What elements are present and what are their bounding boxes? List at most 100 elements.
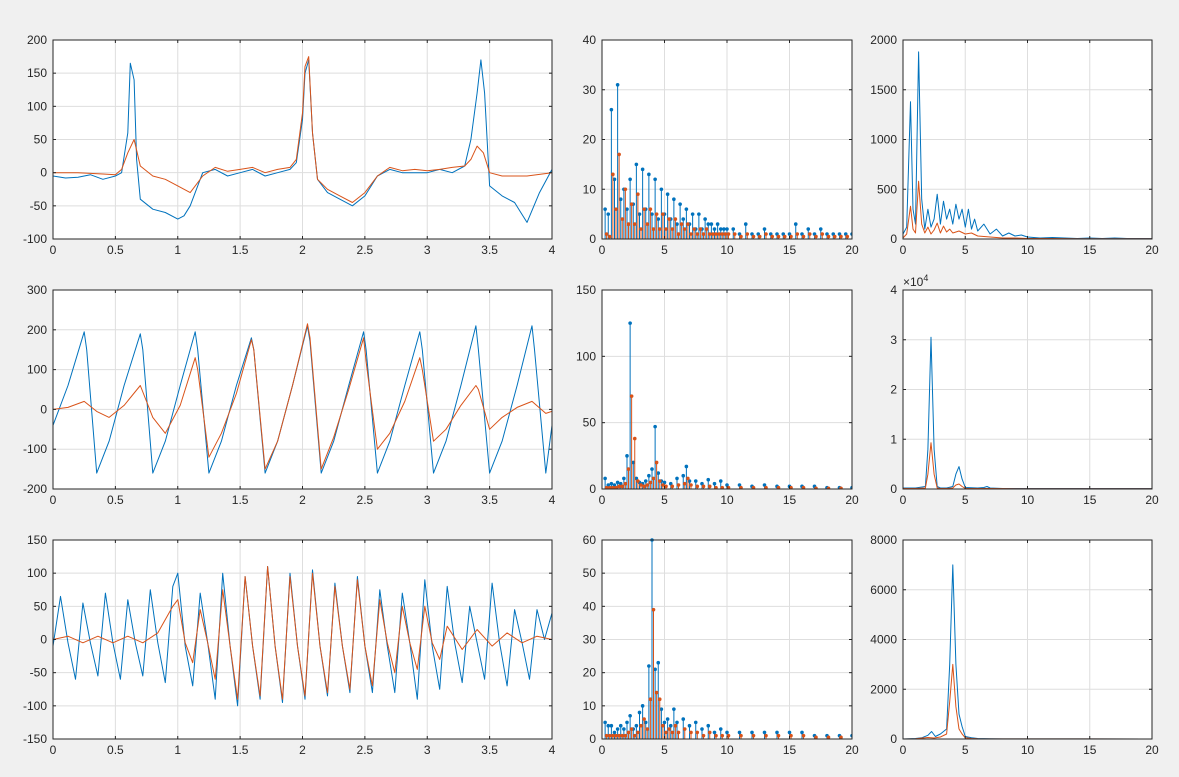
stem-marker <box>648 480 653 485</box>
stem-marker <box>631 460 636 465</box>
x-tick-label: 15 <box>1083 743 1097 757</box>
stem-marker <box>642 484 646 489</box>
stem-marker <box>637 212 642 216</box>
grid <box>903 40 1152 239</box>
y-tick-label: -200 <box>23 482 47 496</box>
stem-marker <box>645 222 650 226</box>
stem-marker <box>681 473 686 478</box>
series-2 <box>604 152 852 239</box>
stem-marker <box>636 730 640 735</box>
stem-marker <box>629 394 634 398</box>
stem-marker <box>651 227 656 231</box>
stem-marker <box>701 484 706 489</box>
x-tick-label: 20 <box>845 743 859 757</box>
stem-marker <box>776 485 781 489</box>
ticks: 0 5 10 15 20 0 500 1000 1500 2000 <box>870 33 1159 257</box>
stem-marker <box>667 727 671 731</box>
grid <box>602 40 852 239</box>
stem-marker <box>618 723 623 728</box>
stem-marker <box>620 733 625 738</box>
x-tick-label: 0.5 <box>107 743 124 757</box>
stem-marker <box>668 723 673 728</box>
stem-marker <box>839 486 843 489</box>
subplot-r2c1: 0 0.5 1 1.5 2 2.5 3 3.5 4 -200 -100 0 100 200 300 <box>23 283 556 507</box>
series-line <box>53 566 552 700</box>
stem-marker <box>604 485 609 489</box>
data-layer <box>603 538 852 739</box>
x-tick-label: 4 <box>549 243 556 257</box>
x-tick-label: 3 <box>424 243 431 257</box>
stem-marker <box>639 723 643 728</box>
stem-marker <box>634 723 639 728</box>
stem-marker <box>651 476 656 481</box>
ticks: 0 5 10 15 20 0 1 2 3 4 <box>890 283 1159 507</box>
stem-marker <box>672 707 676 711</box>
x-tick-label: 15 <box>1083 493 1097 507</box>
stem-marker <box>632 222 637 226</box>
stem-marker <box>751 733 756 738</box>
x-tick-label: 1 <box>174 243 181 257</box>
stem-marker <box>659 707 664 711</box>
stem-marker <box>789 733 793 738</box>
stem-marker <box>617 152 621 157</box>
stem-marker <box>642 207 646 211</box>
stem-marker <box>639 483 643 487</box>
stem-marker <box>662 720 667 725</box>
x-tick-label: 2 <box>299 493 306 507</box>
x-tick-label: 3 <box>424 493 431 507</box>
subplot-r2c2: 0 5 10 15 20 0 50 100 150 <box>576 283 859 507</box>
y-tick-label: 200 <box>27 323 47 337</box>
y-tick-label: 150 <box>27 66 47 80</box>
stem-marker <box>672 197 676 201</box>
stem-marker <box>626 467 631 471</box>
stem-marker <box>670 484 675 489</box>
data-layer <box>53 56 552 223</box>
stem-marker <box>800 730 804 735</box>
series-line <box>53 323 552 470</box>
y-tick-label: 30 <box>583 83 597 97</box>
stem-marker <box>665 717 670 721</box>
y-tick-label: 150 <box>27 533 47 547</box>
x-tick-label: 1.5 <box>232 243 249 257</box>
stem-marker <box>789 234 793 239</box>
x-tick-label: 10 <box>720 243 734 257</box>
y-tick-label: 0 <box>589 232 596 246</box>
stem-marker <box>698 227 703 231</box>
stem-marker <box>622 727 626 731</box>
y-tick-label: 100 <box>27 566 47 580</box>
stem-marker <box>826 735 831 739</box>
stem-marker <box>611 172 615 177</box>
stem-marker <box>707 232 712 236</box>
stem-marker <box>703 217 707 221</box>
stem-marker <box>682 481 687 486</box>
stem-marker <box>648 207 653 211</box>
stem-marker <box>681 217 686 221</box>
stem-marker <box>714 733 718 738</box>
stem-marker <box>689 232 693 236</box>
data-layer <box>603 82 852 239</box>
stem-marker <box>818 227 823 231</box>
stem-marker <box>653 177 657 182</box>
subplot-r1c3: 0 5 10 15 20 0 500 1000 1500 2000 <box>870 33 1159 257</box>
series-2 <box>53 566 552 700</box>
stem-marker <box>697 212 701 216</box>
y-tick-label: 50 <box>34 599 48 613</box>
stem-marker <box>620 217 625 221</box>
stem-marker <box>617 733 621 738</box>
stem-marker <box>625 720 629 725</box>
y-tick-label: 0 <box>890 232 897 246</box>
stem-marker <box>678 202 682 206</box>
stem-marker <box>681 717 686 721</box>
stem-marker <box>739 485 743 489</box>
stem-marker <box>762 227 767 231</box>
x-tick-label: 0 <box>599 743 606 757</box>
stem-marker <box>725 483 729 487</box>
stem-marker <box>832 234 837 239</box>
stem-marker <box>739 234 743 239</box>
stem-marker <box>615 727 620 731</box>
stem-marker <box>661 723 665 728</box>
stem-marker <box>615 480 620 485</box>
y-tick-label: 0 <box>40 402 47 416</box>
stem-marker <box>720 232 725 236</box>
stem-marker <box>612 483 617 487</box>
